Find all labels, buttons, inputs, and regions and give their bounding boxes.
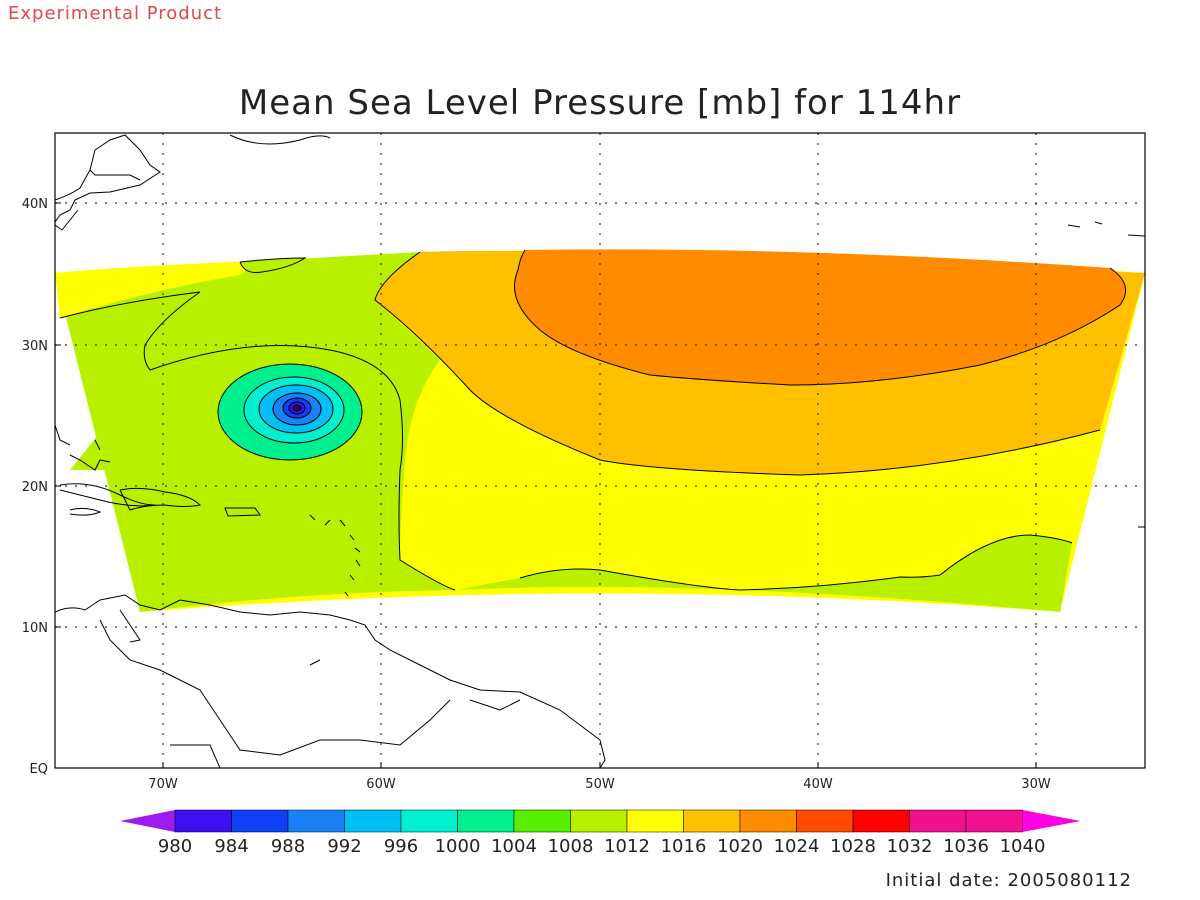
colorbar-arrow-high: [1022, 810, 1081, 832]
colorbar-label: 992: [327, 836, 361, 857]
colorbar-swatch: [683, 809, 741, 833]
lat-label-eq: EQ: [30, 762, 48, 777]
map-title: Mean Sea Level Pressure [mb] for 114hr: [239, 83, 961, 123]
colorbar-swatch: [400, 809, 458, 833]
colorbar-swatch: [739, 809, 797, 833]
colorbar-label: 1036: [943, 836, 989, 857]
colorbar-swatch: [231, 809, 289, 833]
lat-label-20n: 20N: [22, 480, 48, 495]
gridlines: [55, 133, 1145, 768]
lon-label-50w: 50W: [585, 777, 615, 792]
axis-ticks: [55, 202, 1037, 768]
color-legend: 980 984 988 992 996 1000 1004 1008 1012 1016 1020 1…: [120, 809, 1081, 857]
initial-date: Initial date: 2005080112: [885, 870, 1132, 891]
colorbar-swatch: [965, 809, 1023, 833]
lon-label-60w: 60W: [366, 777, 396, 792]
colorbar-label: 1016: [661, 836, 707, 857]
pressure-contours: [59, 249, 1127, 591]
colorbar-swatch: [344, 809, 402, 833]
lat-label-30n: 30N: [22, 339, 48, 354]
colorbar-label: 996: [384, 836, 418, 857]
colorbar-label: 1032: [887, 836, 933, 857]
colorbar-swatch: [796, 809, 854, 833]
colorbar-arrow-low: [120, 810, 175, 832]
pressure-field: [55, 249, 1145, 612]
colorbar-swatch: [852, 809, 910, 833]
lon-label-40w: 40W: [803, 777, 833, 792]
colorbar-swatch: [909, 809, 967, 833]
colorbar-swatch: [570, 809, 628, 833]
colorbar-label: 984: [214, 836, 248, 857]
coastlines: [55, 134, 1145, 768]
experimental-product-label: Experimental Product: [8, 3, 223, 24]
colorbar-swatch: [457, 809, 515, 833]
colorbar-label: 1020: [717, 836, 763, 857]
lon-label-70w: 70W: [148, 777, 178, 792]
colorbar-swatch: [626, 809, 684, 833]
latitude-labels: EQ 10N 20N 30N 40N: [22, 197, 48, 777]
colorbar-label: 1024: [774, 836, 820, 857]
colorbar-label: 1028: [830, 836, 876, 857]
lat-label-40n: 40N: [22, 197, 48, 212]
lat-label-10n: 10N: [22, 621, 48, 636]
colorbar-swatch: [287, 809, 345, 833]
colorbar-label: 988: [271, 836, 305, 857]
colorbar-label: 1012: [604, 836, 650, 857]
colorbar-label: 1000: [435, 836, 481, 857]
colorbar-swatch: [174, 809, 232, 833]
colorbar-label: 980: [158, 836, 192, 857]
colorbar-label: 1004: [491, 836, 537, 857]
colorbar-label: 1040: [1000, 836, 1046, 857]
lon-label-30w: 30W: [1021, 777, 1051, 792]
colorbar-swatch: [513, 809, 571, 833]
colorbar-label: 1008: [548, 836, 594, 857]
longitude-labels: 70W 60W 50W 40W 30W: [148, 777, 1051, 792]
